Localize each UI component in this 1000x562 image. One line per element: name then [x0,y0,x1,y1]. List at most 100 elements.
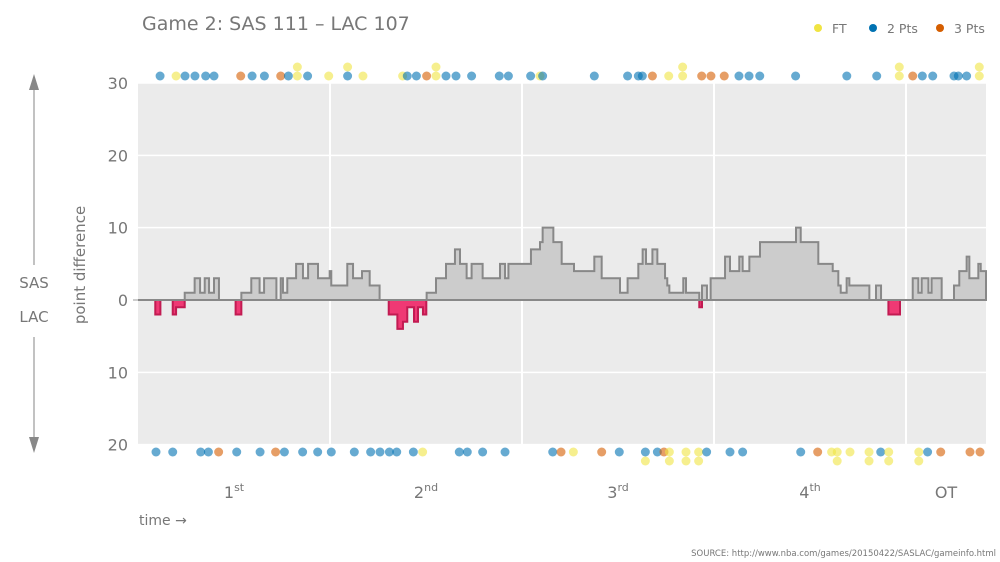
lac-score-dot-2pt [203,447,213,457]
sas-score-dot-ft [678,62,688,72]
sas-score-dot-2pt [589,71,599,81]
lac-score-dot-ft [664,456,674,466]
lac-score-dot-ft [694,447,704,457]
lac-score-dot-ft [832,456,842,466]
arrow-up-icon [29,74,39,265]
sas-score-dot-ft [894,62,904,72]
lac-score-dot-2pt [796,447,806,457]
legend-swatch-2 [936,24,944,32]
sas-score-dot-ft [974,62,984,72]
lac-score-dot-3pt [271,447,281,457]
sas-score-dot-ft [664,71,674,81]
sas-score-dot-2pt [538,71,548,81]
team-top-label: SAS [19,274,49,292]
lac-score-dot-3pt [965,447,975,457]
sas-score-dot-2pt [303,71,313,81]
sas-score-dot-ft [292,62,302,72]
period-label: 4th [799,481,821,502]
lac-score-dot-3pt [556,447,566,457]
lac-score-dot-2pt [279,447,289,457]
lac-score-dot-ft [418,447,428,457]
lac-score-dot-3pt [813,447,823,457]
lac-score-dot-2pt [478,447,488,457]
lac-score-dot-2pt [298,447,308,457]
sas-score-dot-2pt [953,71,963,81]
chart-title: Game 2: SAS 111 – LAC 107 [142,13,410,35]
sas-score-dot-2pt [734,71,744,81]
lac-score-dot-2pt [408,447,418,457]
lac-score-dot-2pt [255,447,265,457]
sas-score-dot-2pt [467,71,477,81]
lac-score-dot-2pt [548,447,558,457]
lac-score-dot-3pt [597,447,607,457]
lac-score-dot-2pt [923,447,933,457]
sas-score-dot-2pt [917,71,927,81]
sas-score-dot-2pt [744,71,754,81]
sas-score-dot-2pt [928,71,938,81]
lac-score-dot-2pt [313,447,323,457]
sas-score-dot-ft [894,71,904,81]
period-label: 2nd [414,481,438,502]
y-tick-label: 0 [118,291,128,310]
sas-score-dot-ft [343,62,353,72]
difference-areas [138,226,987,330]
lac-score-dot-ft [681,447,691,457]
sas-score-dot-2pt [283,71,293,81]
lac-score-dot-2pt [702,447,712,457]
y-tick-label: 10 [108,219,128,238]
sas-score-dot-2pt [247,71,257,81]
source-note: SOURCE: http://www.nba.com/games/2015042… [691,549,996,559]
lac-score-dot-ft [640,456,650,466]
sas-score-dot-2pt [411,71,421,81]
legend-swatch-1 [869,24,877,32]
sas-score-dot-2pt [190,71,200,81]
lac-score-dot-2pt [640,447,650,457]
sas-score-dot-2pt [402,71,412,81]
lac-score-dot-2pt [500,447,510,457]
sas-score-dot-2pt [180,71,190,81]
sas-score-dot-3pt [719,71,729,81]
x-axis-label: time → [139,513,187,529]
sas-score-dot-3pt [697,71,707,81]
lac-score-dot-ft [864,447,874,457]
sas-score-dot-3pt [908,71,918,81]
sas-score-dot-2pt [494,71,504,81]
lac-score-dot-2pt [168,447,178,457]
period-label: 1st [224,481,245,502]
lac-score-dot-2pt [462,447,472,457]
lac-score-dot-2pt [876,447,886,457]
sas-score-dot-3pt [706,71,716,81]
sas-score-dot-3pt [236,71,246,81]
period-label: OT [935,483,958,502]
lac-score-dot-3pt [936,447,946,457]
sas-score-dot-ft [292,71,302,81]
lac-score-dot-2pt [366,447,376,457]
sas-score-dot-2pt [259,71,269,81]
lac-score-dot-2pt [151,447,161,457]
sas-score-dot-ft [974,71,984,81]
sas-score-dot-2pt [343,71,353,81]
sas-score-dot-2pt [755,71,765,81]
legend-label: 3 Pts [954,21,985,36]
lac-score-dot-2pt [392,447,402,457]
sas-score-dot-3pt [647,71,657,81]
sas-score-dot-2pt [623,71,633,81]
sas-score-dot-2pt [451,71,461,81]
lac-score-dot-ft [884,447,894,457]
sas-score-dot-2pt [962,71,972,81]
lac-score-dot-2pt [738,447,748,457]
sas-score-dot-2pt [441,71,451,81]
sas-score-dot-ft [431,62,441,72]
y-tick-labels: 30 20 10 0 10 20 [108,74,138,455]
lac-score-dot-2pt [454,447,464,457]
legend-label: 2 Pts [887,21,918,36]
lac-score-dot-2pt [652,447,662,457]
sas-score-dot-3pt [276,71,286,81]
sas-score-dot-2pt [201,71,211,81]
lac-score-dot-2pt [384,447,394,457]
y-tick-label: 20 [108,436,128,455]
lac-score-dot-ft [568,447,578,457]
lac-score-dot-ft [914,447,924,457]
lac-score-dot-ft [914,456,924,466]
